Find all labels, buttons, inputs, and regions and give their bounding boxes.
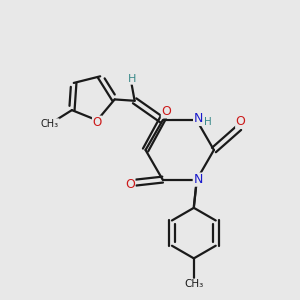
Text: O: O [125, 178, 135, 190]
Text: H: H [204, 117, 212, 127]
Text: N: N [194, 112, 203, 125]
Text: N: N [193, 173, 203, 186]
Text: O: O [92, 116, 102, 129]
Text: H: H [128, 74, 136, 84]
Text: CH₃: CH₃ [41, 119, 59, 129]
Text: CH₃: CH₃ [184, 279, 203, 289]
Text: O: O [161, 105, 171, 118]
Text: O: O [236, 115, 246, 128]
